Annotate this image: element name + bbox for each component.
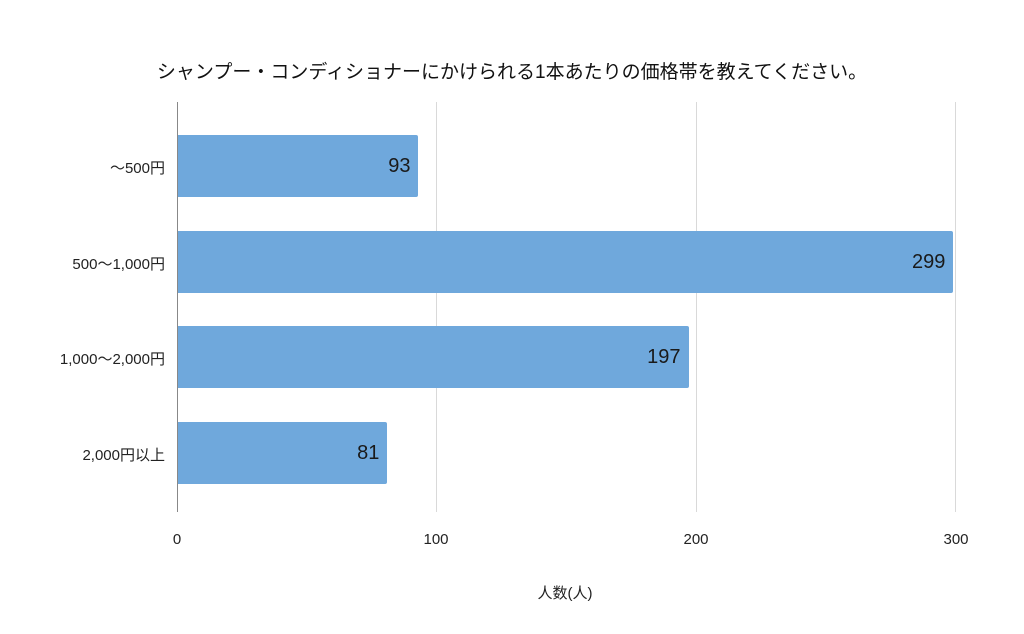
y-axis-line xyxy=(177,102,178,512)
x-axis-label: 人数(人) xyxy=(537,585,593,602)
x-tick-100: 100 xyxy=(423,531,449,548)
bar[interactable]: 197 xyxy=(178,326,689,388)
bar[interactable]: 93 xyxy=(178,135,419,197)
category-label: 2,000円以上 xyxy=(82,447,165,464)
category-label: 500〜1,000円 xyxy=(72,256,165,273)
plot-area xyxy=(177,102,956,512)
gridline-300 xyxy=(955,102,956,512)
chart-title: シャンプー・コンディショナーにかけられる1本あたりの価格帯を教えてください。 xyxy=(156,62,868,83)
x-tick-300: 300 xyxy=(943,531,969,548)
category-label: 〜500円 xyxy=(109,160,165,177)
x-tick-0: 0 xyxy=(172,531,182,548)
bar-value-label: 93 xyxy=(388,155,411,177)
bar[interactable]: 299 xyxy=(178,231,954,293)
bar-value-label: 197 xyxy=(647,346,681,368)
bar-value-label: 81 xyxy=(357,442,380,464)
bar[interactable]: 81 xyxy=(178,422,388,484)
gridline-100 xyxy=(436,102,437,512)
gridline-200 xyxy=(696,102,697,512)
x-tick-200: 200 xyxy=(683,531,709,548)
category-label: 1,000〜2,000円 xyxy=(59,351,165,368)
bar-value-label: 299 xyxy=(912,251,946,273)
